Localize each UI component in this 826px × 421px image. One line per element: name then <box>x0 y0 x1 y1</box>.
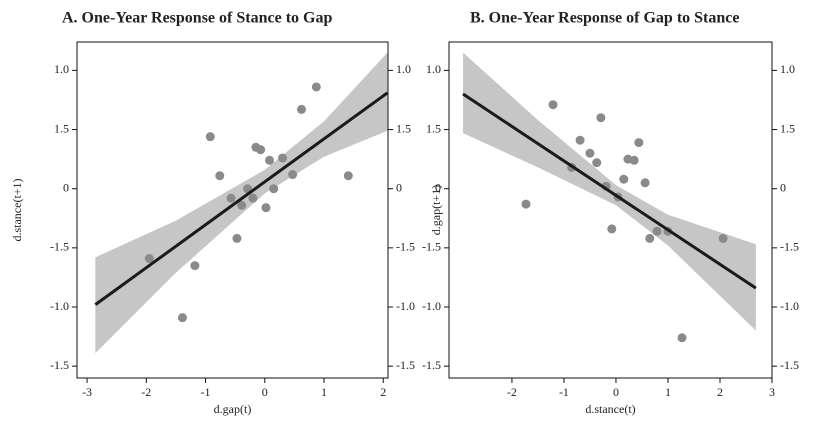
point <box>278 153 288 163</box>
point <box>311 82 321 92</box>
y-tick-label: -1.5 <box>50 240 69 254</box>
y-tick-label: 0 <box>435 180 441 194</box>
y-tick-label-right: -1.5 <box>396 358 415 372</box>
y-tick-label: -1.0 <box>422 299 441 313</box>
panel-title: B. One-Year Response of Gap to Stance <box>470 10 739 27</box>
x-axis-label: d.stance(t) <box>585 402 635 416</box>
point <box>652 226 662 236</box>
x-tick-label: -1 <box>201 385 211 399</box>
y-tick-label-right: -1.5 <box>780 358 799 372</box>
point <box>232 233 242 243</box>
y-tick-label-right: -1.0 <box>780 299 799 313</box>
plot-frame <box>76 41 389 379</box>
point <box>226 193 236 203</box>
point <box>205 132 215 142</box>
point <box>629 155 639 165</box>
point <box>288 170 298 180</box>
fit-line <box>94 91 389 306</box>
y-tick-label-right: 1.0 <box>780 62 795 76</box>
x-tick-label: 3 <box>769 385 775 399</box>
point <box>521 199 531 209</box>
y-tick-label: 1.5 <box>426 121 441 135</box>
point <box>215 171 225 181</box>
x-tick-label: -3 <box>82 385 92 399</box>
x-tick-label: 0 <box>262 385 268 399</box>
point <box>585 148 595 158</box>
y-tick-label: -1.5 <box>422 358 441 372</box>
x-tick-label: -2 <box>507 385 517 399</box>
y-tick-label: 0 <box>63 180 69 194</box>
point <box>548 100 558 110</box>
y-tick-label: 1.5 <box>54 121 69 135</box>
point <box>634 138 644 148</box>
y-tick-label: -1.0 <box>50 299 69 313</box>
point <box>677 333 687 343</box>
point <box>177 313 187 323</box>
point <box>237 200 247 210</box>
y-tick-label-right: 0 <box>780 180 786 194</box>
point <box>619 174 629 184</box>
y-tick-label-right: -1.5 <box>396 240 415 254</box>
point <box>645 233 655 243</box>
y-tick-label: -1.5 <box>50 358 69 372</box>
y-axis-label: d.stance(t+1) <box>10 178 24 241</box>
y-tick-label-right: -1.0 <box>396 299 415 313</box>
x-tick-label: 1 <box>321 385 327 399</box>
point <box>261 203 271 213</box>
point <box>265 155 275 165</box>
point <box>718 233 728 243</box>
point <box>575 135 585 145</box>
x-tick-label: -2 <box>141 385 151 399</box>
y-tick-label-right: -1.5 <box>780 240 799 254</box>
point <box>343 171 353 181</box>
x-tick-label: 0 <box>613 385 619 399</box>
y-tick-label-right: 1.5 <box>780 121 795 135</box>
y-tick-label-right: 1.0 <box>396 62 411 76</box>
x-tick-label: 2 <box>380 385 386 399</box>
y-axis-label: d.gap(t+1) <box>429 185 443 235</box>
y-tick-label: 1.0 <box>426 62 441 76</box>
point <box>607 224 617 234</box>
x-tick-label: 2 <box>717 385 723 399</box>
x-axis-label: d.gap(t) <box>214 402 252 416</box>
fit-line <box>462 92 757 290</box>
y-tick-label: 1.0 <box>54 62 69 76</box>
point <box>144 254 154 264</box>
point <box>248 193 258 203</box>
panel-title: A. One-Year Response of Stance to Gap <box>62 10 332 27</box>
y-tick-label-right: 0 <box>396 180 402 194</box>
y-tick-label: -1.5 <box>422 240 441 254</box>
plot-frame <box>448 41 773 379</box>
y-tick-label-right: 1.5 <box>396 121 411 135</box>
point <box>596 113 606 123</box>
point <box>592 158 602 168</box>
point <box>256 145 266 155</box>
point <box>269 184 279 194</box>
point <box>640 178 650 188</box>
x-tick-label: -1 <box>559 385 569 399</box>
point <box>297 104 307 114</box>
point <box>190 261 200 271</box>
x-tick-label: 1 <box>665 385 671 399</box>
